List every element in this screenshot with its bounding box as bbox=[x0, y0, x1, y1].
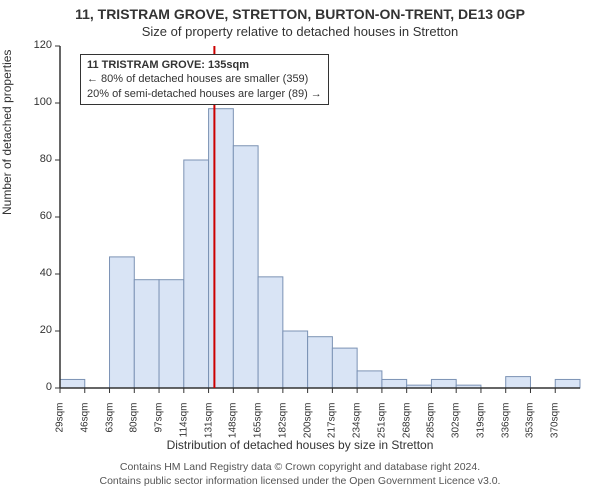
y-tick-label: 0 bbox=[22, 381, 52, 393]
y-tick-label: 20 bbox=[22, 324, 52, 336]
y-tick-label: 80 bbox=[22, 153, 52, 165]
annotation-line-1: 11 TRISTRAM GROVE: 135sqm bbox=[87, 58, 322, 72]
y-tick-label: 120 bbox=[22, 39, 52, 51]
chart-area: 11 TRISTRAM GROVE: 135sqm ← 80% of detac… bbox=[60, 46, 580, 388]
page-subtitle: Size of property relative to detached ho… bbox=[0, 24, 600, 39]
annotation-line-3: 20% of semi-detached houses are larger (… bbox=[87, 87, 322, 101]
y-tick-label: 100 bbox=[22, 96, 52, 108]
attribution-text: Contains HM Land Registry data © Crown c… bbox=[0, 460, 600, 488]
attribution-line-1: Contains HM Land Registry data © Crown c… bbox=[120, 461, 480, 473]
annotation-box: 11 TRISTRAM GROVE: 135sqm ← 80% of detac… bbox=[80, 54, 329, 105]
x-axis-label: Distribution of detached houses by size … bbox=[0, 438, 600, 452]
y-axis-label: Number of detached properties bbox=[0, 50, 14, 215]
y-tick-label: 60 bbox=[22, 210, 52, 222]
page-title: 11, TRISTRAM GROVE, STRETTON, BURTON-ON-… bbox=[0, 6, 600, 22]
attribution-line-2: Contains public sector information licen… bbox=[100, 475, 501, 487]
y-tick-label: 40 bbox=[22, 267, 52, 279]
annotation-line-2: ← 80% of detached houses are smaller (35… bbox=[87, 72, 322, 86]
